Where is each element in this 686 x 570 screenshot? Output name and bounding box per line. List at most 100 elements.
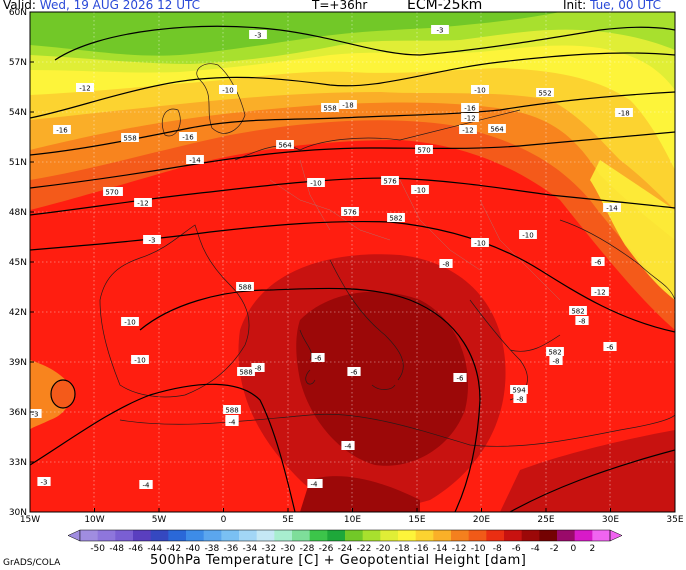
lat-lon-grid	[30, 12, 675, 512]
svg-text:-4: -4	[311, 481, 319, 489]
colorbar-segment	[504, 530, 523, 541]
temperature-label: -10	[219, 85, 237, 95]
colorbar-label: -14	[433, 544, 448, 554]
temperature-label: -8	[439, 259, 453, 269]
temperature-label: -8	[513, 394, 527, 404]
colorbar-label: -22	[357, 544, 372, 554]
colorbar-label: -8	[493, 544, 502, 554]
svg-text:-10: -10	[310, 180, 321, 188]
temperature-label: -12	[591, 287, 609, 297]
svg-text:582: 582	[389, 215, 402, 223]
temperature-label: -3	[28, 409, 42, 419]
temperature-label: -10	[519, 230, 537, 240]
lon-tick-label: 15E	[408, 515, 425, 525]
colorbar-segment	[292, 530, 311, 541]
temperature-label: -16	[53, 125, 71, 135]
valid-time: Wed, 19 AUG 2026 12 UTC	[39, 0, 201, 12]
temperature-label: -12	[134, 198, 152, 208]
colorbar-segment	[221, 530, 240, 541]
temperature-label: -8	[549, 356, 563, 366]
svg-text:-6: -6	[315, 355, 323, 363]
temperature-label: -10	[471, 85, 489, 95]
colorbar-label: -18	[395, 544, 410, 554]
temperature-label: -10	[471, 238, 489, 248]
height-label: 558	[121, 133, 139, 143]
colorbar-segment	[574, 530, 593, 541]
svg-text:-6: -6	[607, 344, 615, 352]
svg-text:-8: -8	[517, 396, 524, 404]
svg-text:576: 576	[383, 178, 397, 186]
height-label: 564	[488, 124, 506, 134]
colorbar-label: -38	[204, 544, 219, 554]
svg-text:-3: -3	[255, 32, 262, 40]
lon-tick-label: 35E	[666, 515, 683, 525]
temperature-label: -10	[307, 178, 325, 188]
temperature-label: -3	[433, 25, 447, 35]
colorbar-segment	[592, 530, 611, 541]
temperature-label: -3	[145, 235, 159, 245]
height-label: 582	[387, 213, 405, 223]
temperature-label: -18	[615, 108, 633, 118]
lat-tick-label: 57N	[9, 58, 27, 68]
temperature-label: -6	[591, 257, 605, 267]
colorbar-label: -50	[90, 544, 105, 554]
temperature-label: -6	[453, 373, 467, 383]
height-label: 576	[341, 207, 359, 217]
colorbar-segment	[274, 530, 293, 541]
colorbar-label: -30	[281, 544, 296, 554]
lon-tick-label: 5E	[282, 515, 294, 525]
temperature-label: -4	[139, 480, 153, 490]
colorbar-segment	[327, 530, 346, 541]
svg-text:582: 582	[571, 308, 584, 316]
svg-text:570: 570	[417, 147, 430, 155]
colorbar-segment	[186, 530, 205, 541]
lat-tick-label: 60N	[9, 8, 27, 18]
temperature-label: -14	[186, 155, 204, 165]
height-label: 576	[381, 176, 399, 186]
colorbar-label: -42	[166, 544, 181, 554]
svg-text:-12: -12	[462, 127, 473, 135]
svg-text:-6: -6	[457, 375, 465, 383]
colorbar-segment	[133, 530, 152, 541]
height-label: 564	[276, 140, 294, 150]
colorbar-segment	[486, 530, 505, 541]
temperature-label: -6	[603, 342, 617, 352]
colorbar-label: -2	[550, 544, 559, 554]
colorbar-segment	[80, 530, 99, 541]
svg-text:-10: -10	[134, 357, 145, 365]
colorbar-label: -40	[185, 544, 200, 554]
longitude-ticks: 15W 10W 5W 0 5E 10E 15E 20E 25E 30E 35E	[20, 508, 684, 525]
latitude-ticks: 60N 57N 54N 51N 48N 45N 42N 39N 36N 33N 30N	[9, 8, 34, 518]
colorbar-segment	[309, 530, 328, 541]
valid-label: Valid:	[3, 0, 36, 12]
height-label: 582	[546, 347, 564, 357]
lon-tick-label: 30E	[602, 515, 619, 525]
lon-tick-label: 25E	[537, 515, 554, 525]
svg-text:-16: -16	[56, 127, 68, 135]
temperature-label: -8	[251, 363, 265, 373]
svg-text:-3: -3	[437, 27, 444, 35]
colorbar-segment	[203, 530, 222, 541]
colorbar: -50 -48 -46 -44 -42 -40 -38 -36 -34 -32 -30 -28 -26-…	[67, 529, 623, 554]
colorbar-label: -20	[376, 544, 391, 554]
colorbar-label: -46	[128, 544, 143, 554]
init-time: Tue, 00 UTC	[590, 0, 662, 12]
svg-text:-8: -8	[579, 318, 586, 326]
svg-text:-4: -4	[229, 419, 237, 427]
svg-text:582: 582	[548, 349, 561, 357]
height-label: 594	[510, 385, 528, 395]
colorbar-segment	[398, 530, 417, 541]
lead-time: T=+36hr	[312, 0, 368, 12]
svg-text:-12: -12	[137, 200, 148, 208]
temperature-label: -12	[459, 125, 477, 135]
colorbar-segment	[380, 530, 399, 541]
colorbar-segment	[557, 530, 576, 541]
lat-tick-label: 42N	[9, 308, 27, 318]
temperature-label: -14	[603, 203, 621, 213]
colorbar-label: -24	[338, 544, 353, 554]
svg-text:-18: -18	[342, 102, 353, 110]
lon-tick-label: 10E	[344, 515, 361, 525]
temperature-label: -10	[131, 355, 149, 365]
colorbar-label: 2	[589, 544, 595, 554]
svg-text:-10: -10	[124, 319, 135, 327]
